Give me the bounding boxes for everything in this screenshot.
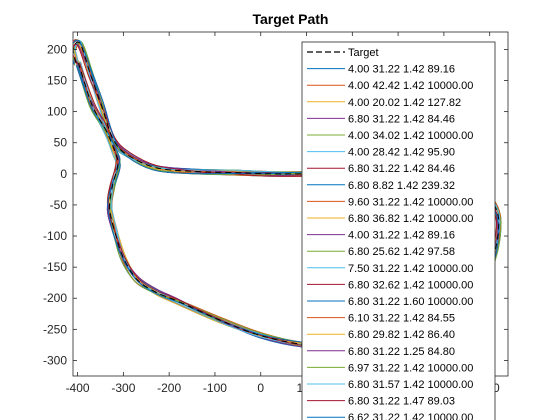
y-tick-label: 200 [47, 42, 67, 56]
y-tick-label: 100 [47, 105, 67, 119]
y-tick-label: 150 [47, 74, 67, 88]
legend-label-target: Target [348, 47, 379, 59]
chart-title: Target Path [253, 11, 329, 27]
legend-label-9: 9.60 31.22 1.42 10000.00 [348, 196, 473, 208]
legend: Target 4.00 31.22 1.42 89.16 4.00 42.42 1.… [301, 41, 496, 420]
y-tick-label: -150 [43, 260, 67, 274]
legend-label-22: 6.62 31.22 1.42 10000.00 [348, 412, 473, 420]
legend-label-19: 6.97 31.22 1.42 10000.00 [348, 362, 473, 374]
legend-label-8: 6.80 8.82 1.42 239.32 [348, 180, 455, 192]
legend-label-7: 6.80 31.22 1.42 84.46 [348, 163, 455, 175]
y-tick-label: 50 [54, 136, 68, 150]
y-tick-label: 0 [60, 167, 67, 181]
y-tick-label: -300 [43, 353, 67, 367]
legend-label-14: 6.80 32.62 1.42 10000.00 [348, 279, 473, 291]
y-tick-label: -100 [43, 229, 67, 243]
y-tick-label: -200 [43, 291, 67, 305]
y-tick-label: -50 [50, 198, 68, 212]
legend-label-21: 6.80 31.22 1.47 89.03 [348, 396, 455, 408]
x-tick-label: -200 [157, 381, 181, 395]
x-tick-label: 0 [257, 381, 264, 395]
legend-label-17: 6.80 29.82 1.42 86.40 [348, 329, 455, 341]
legend-label-20: 6.80 31.57 1.42 10000.00 [348, 379, 473, 391]
x-tick-label: -300 [111, 381, 135, 395]
legend-label-11: 4.00 31.22 1.42 89.16 [348, 230, 455, 242]
legend-label-1: 4.00 31.22 1.42 89.16 [348, 64, 455, 76]
y-tick-label: -250 [43, 322, 67, 336]
legend-label-13: 7.50 31.22 1.42 10000.00 [348, 263, 473, 275]
x-tick-label: -400 [66, 381, 90, 395]
legend-label-12: 6.80 25.62 1.42 97.58 [348, 246, 455, 258]
legend-label-6: 4.00 28.42 1.42 95.90 [348, 147, 455, 159]
legend-label-4: 6.80 31.22 1.42 84.46 [348, 113, 455, 125]
y-axis: 200 150 100 50 0 -50 -100 -150 -200 -250 -300 [43, 42, 508, 367]
legend-label-16: 6.10 31.22 1.42 84.55 [348, 313, 455, 325]
legend-label-18: 6.80 31.22 1.25 84.80 [348, 346, 455, 358]
legend-label-15: 6.80 31.22 1.60 10000.00 [348, 296, 473, 308]
legend-label-10: 6.80 36.82 1.42 10000.00 [348, 213, 473, 225]
legend-box [301, 41, 496, 420]
x-tick-label: -100 [203, 381, 227, 395]
legend-label-2: 4.00 42.42 1.42 10000.00 [348, 80, 473, 92]
legend-label-5: 4.00 34.02 1.42 10000.00 [348, 130, 473, 142]
legend-label-3: 4.00 20.02 1.42 127.82 [348, 97, 461, 109]
